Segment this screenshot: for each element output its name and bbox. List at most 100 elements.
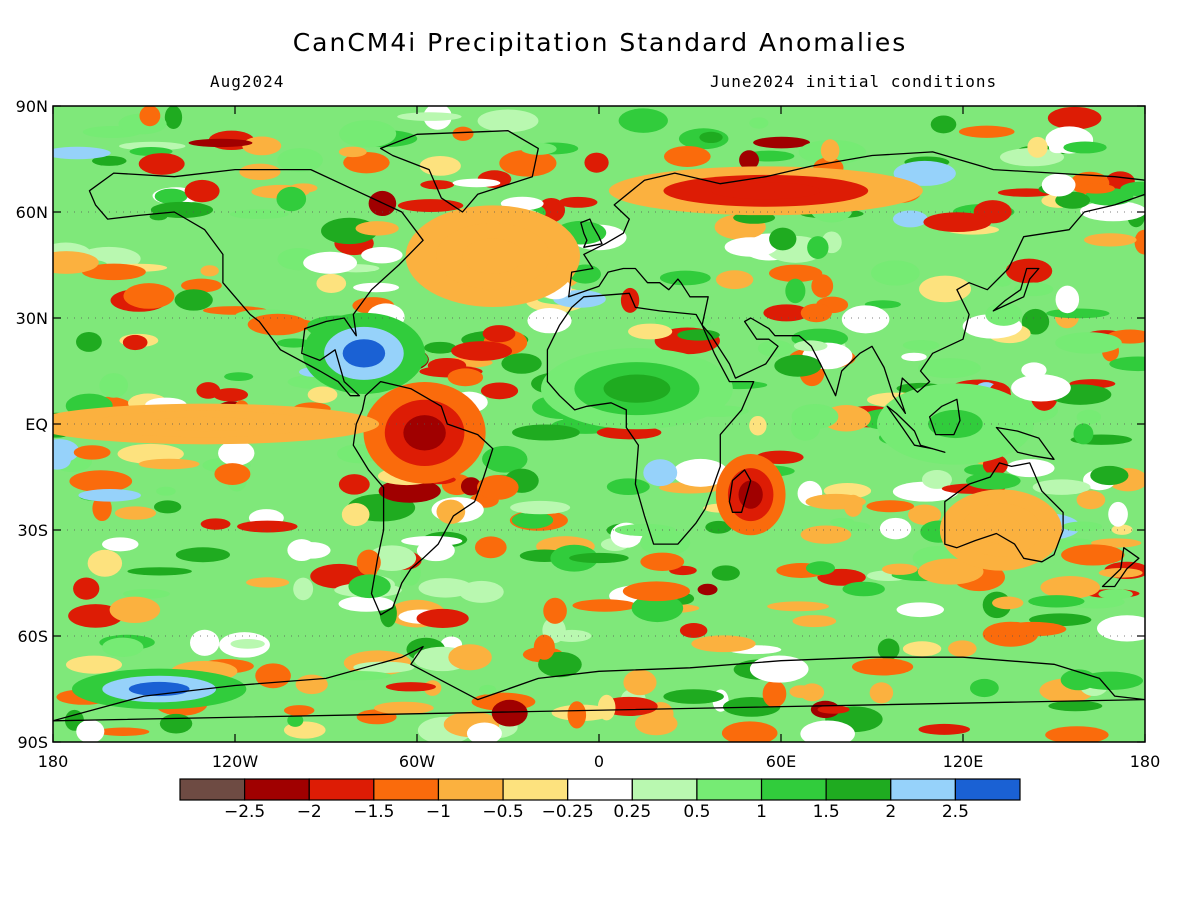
anomaly-patch	[893, 160, 956, 186]
anomaly-patch	[663, 145, 711, 167]
anomaly-patch	[567, 701, 587, 729]
anomaly-patch	[230, 638, 265, 649]
anomaly-patch	[908, 504, 942, 525]
anomaly-patch	[558, 196, 598, 208]
anomaly-patch	[123, 589, 170, 599]
colorbar-swatch	[696, 778, 763, 801]
coastlines	[53, 130, 1145, 722]
anomaly-patch	[749, 117, 769, 129]
anomaly-patch	[800, 525, 852, 544]
anomaly-patch	[1041, 173, 1076, 197]
anomaly-patch	[242, 136, 282, 156]
region-core	[603, 374, 671, 403]
anomaly-patch	[53, 439, 80, 463]
colorbar-label: 2	[885, 802, 897, 822]
lon-tick-label: 0	[594, 752, 604, 771]
colorbar-swatch	[954, 778, 1021, 801]
anomaly-patch	[356, 549, 381, 576]
anomaly-patch	[87, 549, 123, 577]
colorbar-swatch	[890, 778, 956, 801]
anomaly-patch	[295, 674, 328, 695]
anomaly-patch	[460, 477, 482, 496]
anomaly-patch	[843, 494, 863, 517]
anomaly-patch	[699, 131, 723, 143]
anomaly-patch	[1134, 229, 1145, 255]
anomaly-patch	[543, 597, 567, 624]
anomaly-patch	[762, 680, 787, 708]
anomaly-patch	[923, 212, 992, 232]
anomaly-patch	[902, 339, 940, 351]
anomaly-patch	[138, 458, 200, 470]
anomaly-patch	[623, 669, 657, 696]
colorbar-label: 0.5	[683, 802, 711, 822]
anomaly-patch	[881, 563, 918, 575]
anomaly-patch	[66, 655, 123, 674]
anomaly-patch	[992, 596, 1024, 610]
colorbar-swatch	[567, 778, 633, 801]
anomaly-patch	[817, 705, 850, 714]
anomaly-patch	[287, 539, 316, 562]
region-core	[144, 416, 266, 432]
anomaly-patch	[293, 577, 314, 601]
anomaly-patch	[711, 565, 740, 581]
colorbar-label: 2.5	[941, 802, 969, 822]
anomaly-patch	[1005, 459, 1055, 478]
anomaly-patch	[715, 270, 754, 290]
anomaly-patch	[866, 500, 915, 513]
anomaly-patch	[705, 520, 732, 534]
anomaly-patch	[1111, 524, 1133, 535]
coastline	[53, 645, 1145, 722]
lat-tick-label: 30S	[17, 521, 48, 540]
anomaly-patch	[466, 722, 502, 742]
anomaly-patch	[533, 634, 555, 660]
colorbar-label: 1	[756, 802, 767, 822]
anomaly-patch	[184, 179, 220, 203]
anomaly-patch	[597, 694, 616, 721]
anomaly-patch	[452, 178, 501, 188]
anomaly-patch	[139, 106, 161, 127]
anomaly-patch	[397, 112, 462, 121]
anomaly-patch	[127, 567, 192, 576]
lon-tick-label: 60W	[399, 752, 435, 771]
anomaly-patch	[1077, 183, 1115, 194]
anomaly-patch	[480, 382, 519, 400]
region-core	[738, 480, 763, 509]
anomaly-patch	[930, 115, 957, 134]
colorbar-swatch	[760, 778, 827, 801]
anomaly-patch	[138, 153, 185, 175]
colorbar-swatch	[308, 778, 375, 801]
lat-tick-label: 60N	[16, 203, 48, 222]
anomaly-patch	[99, 373, 129, 398]
anomaly-patch	[452, 126, 474, 141]
anomaly-patch	[73, 577, 100, 600]
colorbar-label: −2.5	[223, 802, 266, 822]
init-conditions-label: June2024 initial conditions	[710, 72, 998, 91]
anomaly-patch	[424, 341, 457, 354]
anomaly-patch	[53, 251, 99, 274]
anomaly-patch	[1032, 479, 1091, 495]
anomaly-patch	[640, 552, 685, 571]
anomaly-patch	[338, 595, 395, 612]
anomaly-patch	[806, 561, 835, 575]
colorbar-swatch	[631, 778, 698, 801]
anomaly-patch	[213, 388, 249, 402]
anomaly-patch	[479, 684, 497, 695]
anomaly-patch	[114, 506, 157, 520]
anomaly-patch	[511, 511, 554, 529]
anomaly-patch	[774, 354, 822, 377]
anomaly-patch	[921, 469, 952, 489]
colorbar-label: −1.5	[353, 802, 395, 822]
anomaly-patch	[512, 424, 580, 441]
region-core	[979, 515, 1023, 545]
anomaly-patch	[353, 661, 415, 673]
anomaly-patch	[1083, 233, 1137, 247]
anomaly-patch	[1098, 588, 1133, 600]
anomaly-patch	[569, 552, 629, 564]
anomaly-patch	[677, 329, 720, 341]
anomaly-patch	[164, 106, 183, 130]
anomaly-patch	[1061, 544, 1125, 566]
anomaly-patch	[190, 629, 220, 656]
anomaly-patch	[892, 210, 928, 228]
anomaly-patch	[436, 499, 466, 524]
anomaly-patch	[482, 325, 516, 343]
